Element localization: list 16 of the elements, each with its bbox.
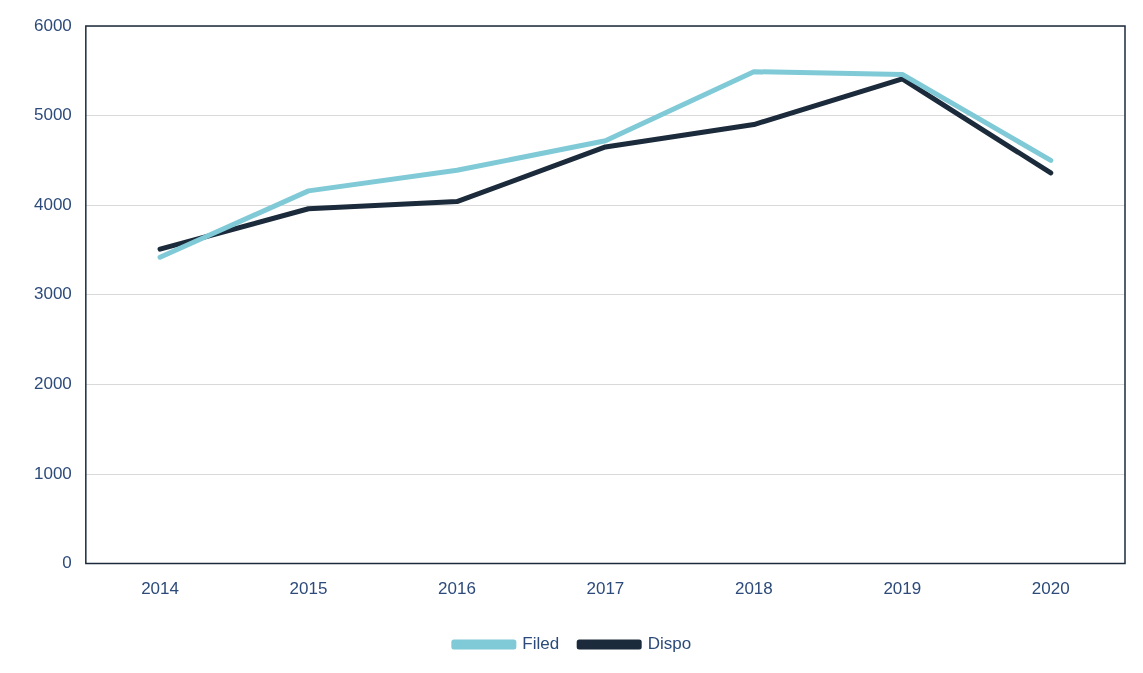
x-tick-label: 2020 [1031, 579, 1070, 599]
x-tick-label: 2018 [734, 579, 773, 599]
y-tick-label: 3000 [33, 284, 72, 304]
legend-label: Dispo [647, 634, 692, 654]
x-tick-label: 2017 [586, 579, 625, 599]
legend-label: Filed [522, 634, 560, 654]
x-tick-label: 2015 [289, 579, 328, 599]
x-tick-label: 2019 [883, 579, 922, 599]
y-tick-label: 2000 [33, 374, 72, 394]
y-tick-label: 4000 [33, 194, 72, 214]
x-tick-label: 2014 [141, 579, 179, 599]
y-tick-label: 0 [62, 553, 72, 573]
y-tick-label: 1000 [33, 463, 72, 483]
y-tick-label: 5000 [33, 105, 72, 125]
y-tick-label: 6000 [33, 15, 72, 35]
x-tick-label: 2016 [438, 579, 476, 599]
